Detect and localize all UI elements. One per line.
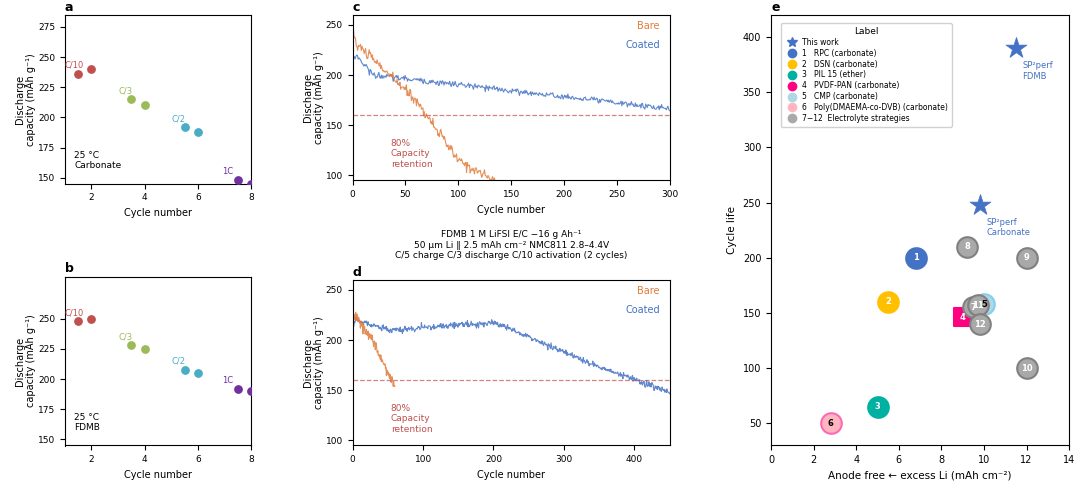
Y-axis label: Discharge
capacity (mAh g⁻¹): Discharge capacity (mAh g⁻¹) bbox=[302, 51, 324, 144]
Text: 10: 10 bbox=[1021, 364, 1032, 373]
Text: SP²perf
Carbonate: SP²perf Carbonate bbox=[986, 218, 1030, 238]
Point bbox=[123, 96, 140, 103]
Point bbox=[971, 201, 988, 209]
Point bbox=[869, 403, 887, 411]
Point bbox=[907, 254, 924, 262]
Legend: This work, 1   RPC (carbonate), 2   DSN (carbonate), 3   PIL 15 (ether), 4   PVD: This work, 1 RPC (carbonate), 2 DSN (car… bbox=[781, 23, 951, 127]
Text: c: c bbox=[353, 0, 360, 14]
Text: 7: 7 bbox=[971, 303, 976, 312]
Text: Bare: Bare bbox=[637, 21, 660, 32]
X-axis label: Cycle number: Cycle number bbox=[124, 470, 192, 480]
Y-axis label: Discharge
capacity (mAh g⁻¹): Discharge capacity (mAh g⁻¹) bbox=[302, 316, 324, 409]
Point bbox=[123, 342, 140, 349]
Point bbox=[1008, 44, 1025, 52]
Text: 2: 2 bbox=[886, 297, 891, 306]
X-axis label: Cycle number: Cycle number bbox=[477, 470, 545, 480]
Point bbox=[229, 385, 246, 393]
Y-axis label: Discharge
capacity (mAh g⁻¹): Discharge capacity (mAh g⁻¹) bbox=[15, 315, 37, 407]
Text: C/10: C/10 bbox=[65, 308, 84, 317]
Text: e: e bbox=[771, 0, 780, 14]
Text: 12: 12 bbox=[974, 320, 986, 329]
Text: 4: 4 bbox=[960, 313, 966, 322]
Point bbox=[83, 315, 100, 323]
X-axis label: Cycle number: Cycle number bbox=[124, 208, 192, 218]
Text: FDMB 1 M LiFSI E/C −16 g Ah⁻¹
50 μm Li ‖ 2.5 mAh cm⁻² NMC811 2.8–4.4V
C/5 charge: FDMB 1 M LiFSI E/C −16 g Ah⁻¹ 50 μm Li ‖… bbox=[395, 230, 627, 260]
Text: 1C: 1C bbox=[221, 376, 233, 385]
Point bbox=[971, 320, 988, 328]
Point bbox=[136, 101, 153, 109]
Text: 8: 8 bbox=[964, 242, 970, 251]
Point bbox=[136, 345, 153, 353]
Text: 80%
Capacity
retention: 80% Capacity retention bbox=[391, 139, 432, 169]
Text: Coated: Coated bbox=[625, 40, 660, 50]
Text: 9: 9 bbox=[1024, 253, 1029, 262]
Text: Bare: Bare bbox=[637, 287, 660, 297]
Text: Coated: Coated bbox=[625, 305, 660, 315]
Point bbox=[176, 365, 193, 373]
Text: a: a bbox=[65, 0, 73, 14]
Point bbox=[1018, 254, 1036, 262]
Point bbox=[229, 176, 246, 184]
Point bbox=[189, 128, 206, 136]
Text: 3: 3 bbox=[875, 402, 880, 411]
Point bbox=[879, 298, 896, 306]
Y-axis label: Discharge
capacity (mAh g⁻¹): Discharge capacity (mAh g⁻¹) bbox=[15, 53, 37, 146]
Text: C/2: C/2 bbox=[172, 114, 186, 123]
Point bbox=[822, 419, 839, 427]
Text: C/3: C/3 bbox=[118, 86, 132, 95]
Text: 25 °C
FDMB: 25 °C FDMB bbox=[75, 413, 100, 432]
Text: 11: 11 bbox=[972, 301, 984, 310]
X-axis label: Cycle number: Cycle number bbox=[477, 205, 545, 215]
Text: 1: 1 bbox=[913, 253, 919, 262]
Point bbox=[176, 123, 193, 131]
Point bbox=[964, 303, 982, 311]
Point bbox=[975, 300, 993, 308]
Point bbox=[69, 70, 86, 78]
Text: 1C: 1C bbox=[221, 167, 233, 176]
Point bbox=[189, 369, 206, 377]
Text: 6: 6 bbox=[827, 419, 834, 428]
Text: b: b bbox=[65, 262, 73, 275]
Point bbox=[954, 313, 971, 321]
Text: C/3: C/3 bbox=[118, 332, 132, 342]
Point bbox=[243, 180, 260, 188]
Point bbox=[969, 301, 986, 309]
Text: 80%
Capacity
retention: 80% Capacity retention bbox=[391, 404, 432, 434]
X-axis label: Anode free ← excess Li (mAh cm⁻²): Anode free ← excess Li (mAh cm⁻²) bbox=[828, 471, 1012, 481]
Point bbox=[243, 387, 260, 395]
Text: 25 °C
Carbonate: 25 °C Carbonate bbox=[75, 151, 121, 170]
Text: 5: 5 bbox=[981, 299, 987, 309]
Text: C/10: C/10 bbox=[65, 61, 84, 70]
Point bbox=[958, 243, 975, 250]
Point bbox=[69, 317, 86, 325]
Point bbox=[1018, 364, 1036, 372]
Point bbox=[83, 65, 100, 73]
Text: SP²perf
FDMB: SP²perf FDMB bbox=[1023, 61, 1053, 81]
Text: d: d bbox=[353, 266, 362, 279]
Text: C/2: C/2 bbox=[172, 356, 186, 365]
Y-axis label: Cycle life: Cycle life bbox=[727, 206, 738, 254]
